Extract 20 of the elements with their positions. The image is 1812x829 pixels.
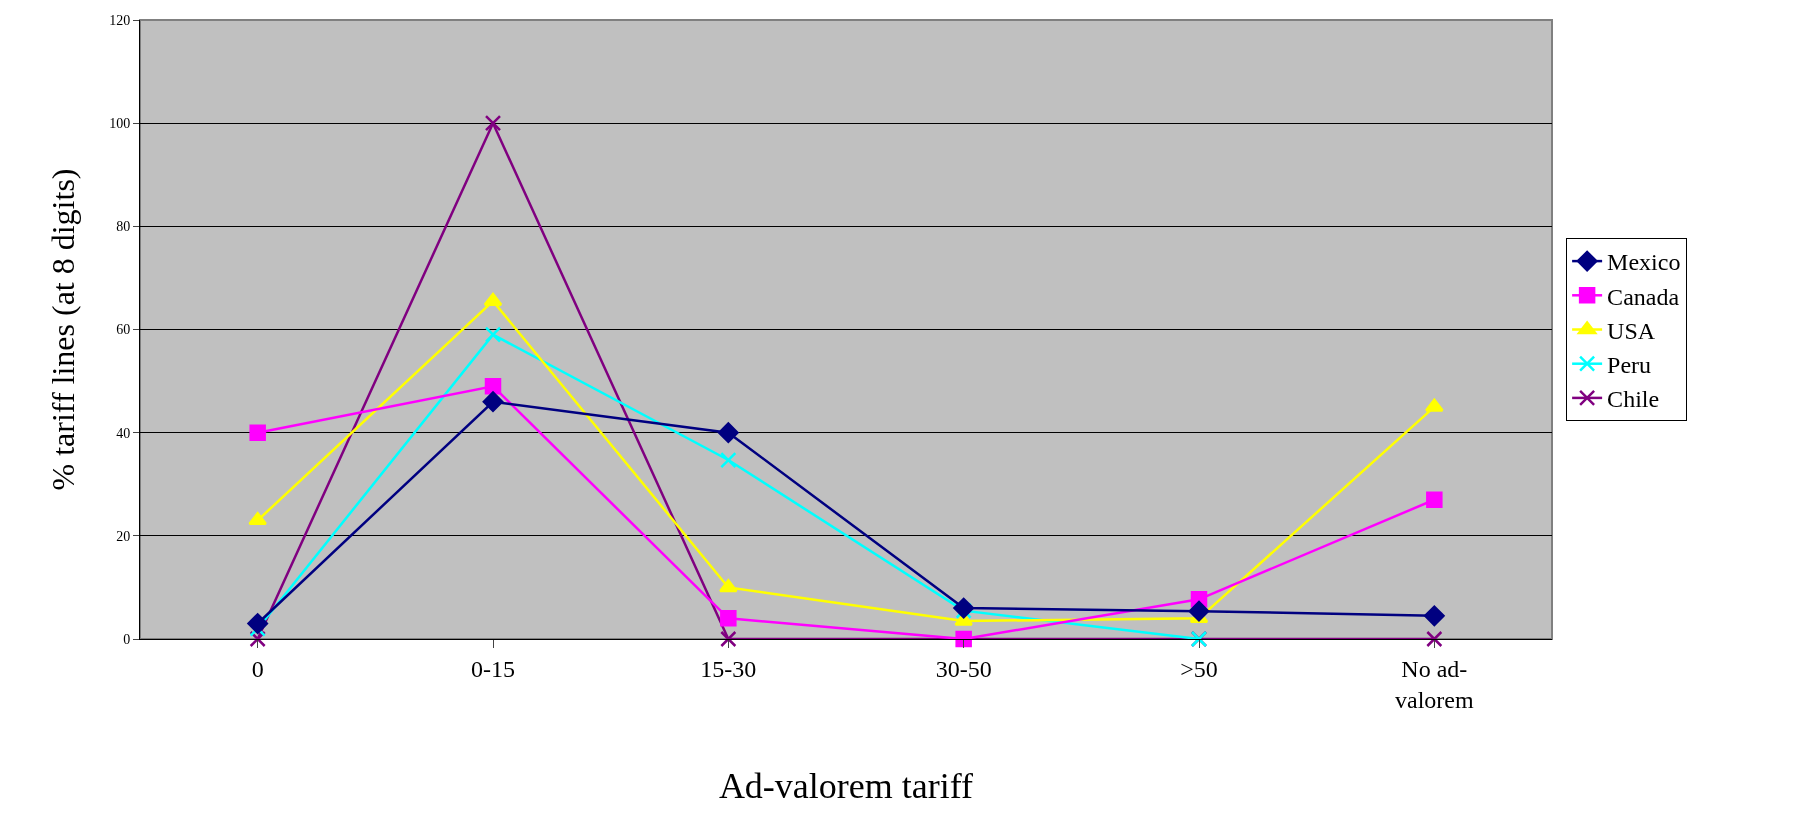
x-axis-title: Ad-valorem tariff: [718, 765, 974, 806]
legend-label: USA: [1607, 317, 1656, 344]
y-tick-label: 20: [116, 528, 131, 544]
y-tick-label: 40: [116, 425, 131, 441]
y-tick-label: 0: [123, 631, 131, 647]
x-tick-label: 30-50: [935, 655, 992, 682]
legend-label: Mexico: [1607, 249, 1681, 276]
legend-label: Chile: [1607, 386, 1660, 413]
y-tick-label: 120: [109, 12, 131, 28]
x-tick-label: 0-15: [471, 655, 515, 682]
y-tick-label: 60: [116, 322, 131, 338]
y-tick-label: 100: [109, 116, 131, 132]
x-tick-label: >50: [1180, 655, 1218, 682]
y-axis-title: % tariff lines (at 8 digits): [44, 168, 81, 491]
legend-label: Canada: [1607, 283, 1680, 310]
x-tick-label: 15-30: [700, 655, 757, 682]
x-tick-label: No ad- valorem: [1395, 655, 1474, 713]
legend-label: Peru: [1607, 352, 1652, 379]
x-tick-label: 0: [251, 655, 264, 682]
y-tick-label: 80: [116, 219, 131, 235]
